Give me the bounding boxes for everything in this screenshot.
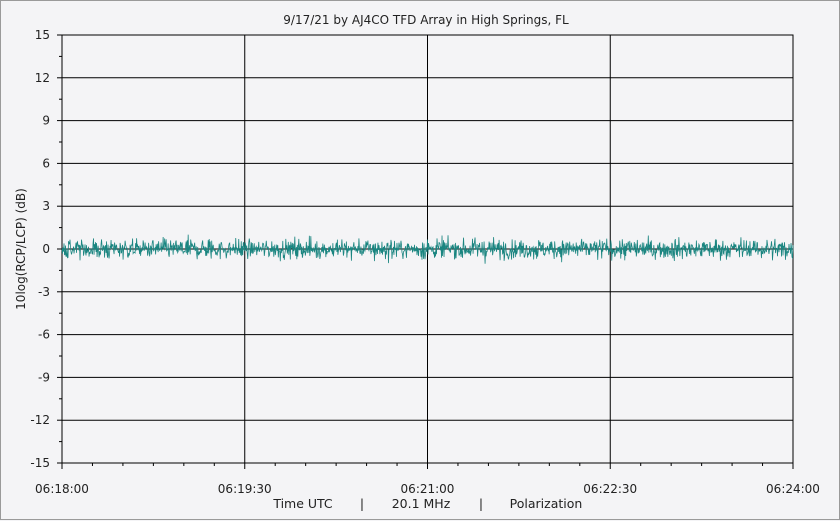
y-tick-label: -3 xyxy=(38,285,50,299)
y-axis-label: 10log(RCP/LCP) (dB) xyxy=(14,188,28,310)
chart-title: 9/17/21 by AJ4CO TFD Array in High Sprin… xyxy=(283,13,569,27)
x-label-sep-1: | xyxy=(360,496,364,511)
x-tick-label: 06:18:00 xyxy=(35,482,89,496)
y-tick-label: -15 xyxy=(30,456,50,470)
y-tick-label: -9 xyxy=(38,370,50,384)
series-layer xyxy=(61,234,794,264)
y-tick-label: 9 xyxy=(42,114,50,128)
y-tick-label: 3 xyxy=(42,199,50,213)
x-tick-labels: 06:18:00 06:19:30 06:21:00 06:22:30 06:24:00 xyxy=(35,482,820,496)
y-tick-label: 0 xyxy=(42,242,50,256)
y-tick-label: 12 xyxy=(35,71,50,85)
x-axis-label: Time UTC | 20.1 MHz | Polarization xyxy=(272,496,582,511)
y-tick-label: -6 xyxy=(38,328,50,342)
x-tick-label: 06:21:00 xyxy=(401,482,455,496)
x-label-time: Time UTC xyxy=(272,496,333,511)
y-tick-labels: 15 12 9 6 3 0 -3 -6 -9 -12 -15 xyxy=(30,28,50,470)
y-tick-label: -12 xyxy=(30,413,50,427)
x-label-frequency: 20.1 MHz xyxy=(392,496,451,511)
x-tick-label: 06:19:30 xyxy=(218,482,272,496)
polarization-series-line xyxy=(61,234,794,264)
y-tick-label: 15 xyxy=(35,28,50,42)
x-label-mode: Polarization xyxy=(510,496,583,511)
x-tick-label: 06:24:00 xyxy=(766,482,820,496)
axes-layer xyxy=(57,34,794,469)
x-label-sep-2: | xyxy=(479,496,483,511)
x-tick-label: 06:22:30 xyxy=(583,482,637,496)
y-tick-label: 6 xyxy=(42,156,50,170)
